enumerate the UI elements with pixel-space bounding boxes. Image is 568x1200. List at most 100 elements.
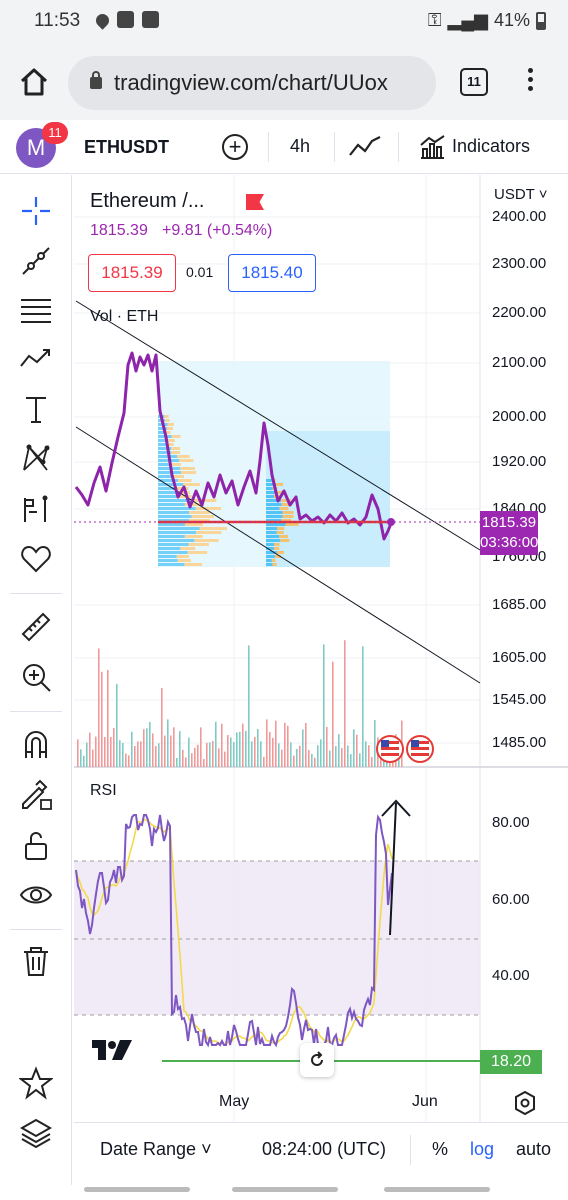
trend-line-tool[interactable]	[18, 243, 54, 279]
rsi-label[interactable]: RSI	[90, 782, 117, 799]
lock-tool[interactable]	[18, 827, 54, 863]
volume-bar	[341, 747, 343, 767]
symbol-search-button[interactable]: ETHUSDT	[84, 137, 169, 157]
chart-type-line-icon[interactable]	[348, 133, 382, 161]
indicators-icon[interactable]	[418, 133, 446, 161]
watchlist-tool[interactable]	[18, 1065, 54, 1101]
profile-bar	[158, 563, 185, 566]
volume-bar	[197, 744, 199, 767]
volume-bar	[359, 753, 361, 767]
volume-bar	[104, 736, 106, 767]
volume-bar	[362, 646, 364, 767]
tradingview-logo-icon[interactable]	[92, 1040, 136, 1062]
profile-bar	[180, 547, 196, 550]
chart-toolbar: M 11 ETHUSDT + 4h Indicators	[0, 120, 568, 174]
drawing-toolbar	[0, 175, 72, 1185]
profile-bar	[158, 451, 172, 454]
volume-bar	[350, 754, 352, 767]
zoom-tool[interactable]	[18, 659, 54, 695]
volume-bar	[284, 722, 286, 767]
volume-bar	[245, 730, 247, 767]
more-menu-icon[interactable]	[520, 64, 540, 100]
us-flag-icon[interactable]	[406, 735, 434, 763]
volume-bar	[107, 669, 109, 767]
sell-button[interactable]: 1815.39	[88, 254, 176, 292]
volume-bar	[134, 746, 136, 767]
delete-tool[interactable]	[18, 943, 54, 979]
flag-icon[interactable]	[246, 194, 264, 210]
rsi-line[interactable]	[75, 814, 393, 1048]
volume-bar	[275, 720, 277, 767]
profile-bar	[158, 443, 168, 446]
symbol-title[interactable]: Ethereum /...	[90, 190, 205, 212]
chart-canvas[interactable]	[74, 175, 568, 1123]
volume-bar	[371, 756, 373, 767]
price-tick: 2100.00	[492, 354, 547, 371]
nav-gesture-bar	[384, 1187, 490, 1192]
favorite-tool[interactable]	[18, 541, 54, 577]
profile-bar	[281, 503, 293, 506]
hide-tool[interactable]	[18, 877, 54, 913]
volume-label[interactable]: Vol · ETH	[90, 308, 159, 325]
forecast-tool[interactable]	[18, 491, 54, 527]
interval-button[interactable]: 4h	[290, 136, 311, 156]
rsi-band	[74, 861, 480, 1015]
profile-bar	[188, 543, 209, 546]
xabcd-tool[interactable]	[18, 441, 54, 477]
buy-button[interactable]: 1815.40	[228, 254, 316, 292]
volume-bar	[365, 741, 367, 767]
profile-bar	[167, 423, 175, 426]
last-price-dot	[387, 518, 395, 526]
settings-gear-icon[interactable]	[512, 1090, 538, 1116]
draw-lock-tool[interactable]	[18, 777, 54, 813]
profile-bar	[266, 491, 276, 494]
url-text: tradingview.com/chart/UUox	[114, 70, 388, 95]
fib-tool[interactable]	[18, 293, 54, 329]
droplet-icon	[93, 11, 112, 30]
profile-bar	[187, 551, 208, 554]
volume-bar	[95, 736, 97, 767]
reset-chart-button[interactable]	[300, 1043, 334, 1077]
price-tick: 2200.00	[492, 304, 547, 321]
measure-tool[interactable]	[18, 609, 54, 645]
text-tool[interactable]	[18, 391, 54, 427]
tab-switcher-button[interactable]: 11	[460, 68, 488, 96]
us-flag-icon[interactable]	[376, 735, 404, 763]
price-line[interactable]	[74, 351, 394, 541]
magnet-icon	[25, 731, 47, 758]
channel-lower-line[interactable]	[75, 426, 481, 684]
pattern-tool[interactable]	[18, 341, 54, 377]
volume-bar	[98, 648, 100, 767]
home-icon[interactable]	[18, 66, 50, 98]
profile-bar	[266, 511, 283, 514]
auto-scale-toggle[interactable]: auto	[516, 1139, 552, 1159]
volume-bar	[239, 731, 241, 767]
url-field[interactable]: tradingview.com/chart/UUox	[68, 56, 436, 110]
profile-bar	[158, 487, 177, 490]
currency-selector[interactable]: USDT ˅	[494, 186, 548, 203]
timezone-clock[interactable]: 08:24:00 (UTC)	[262, 1139, 387, 1159]
volume-bar	[242, 723, 244, 767]
percent-scale-toggle[interactable]: %	[432, 1139, 449, 1159]
channel-upper-line[interactable]	[75, 300, 481, 551]
profile-bar	[158, 559, 178, 562]
log-scale-toggle[interactable]: log	[470, 1139, 495, 1159]
profile-bar	[158, 547, 181, 550]
profile-bar	[279, 507, 289, 510]
volume-bar	[131, 731, 133, 767]
arrow-drawing[interactable]	[381, 799, 411, 936]
volume-bar	[230, 737, 232, 767]
indicators-button[interactable]: Indicators	[452, 136, 531, 156]
layers-tool[interactable]	[18, 1115, 54, 1151]
magnet-tool[interactable]	[18, 727, 54, 763]
volume-bar	[209, 742, 211, 767]
profile-bar	[158, 427, 167, 430]
crosshair-tool[interactable]	[18, 193, 54, 229]
date-range-button[interactable]: Date Range ˅	[100, 1139, 212, 1159]
volume-bar	[137, 741, 139, 767]
volume-bar	[260, 741, 262, 767]
profile-bar	[158, 483, 184, 486]
divider	[398, 132, 399, 162]
notification-badge[interactable]: 11	[42, 122, 68, 144]
compare-plus-icon[interactable]: +	[222, 134, 248, 160]
